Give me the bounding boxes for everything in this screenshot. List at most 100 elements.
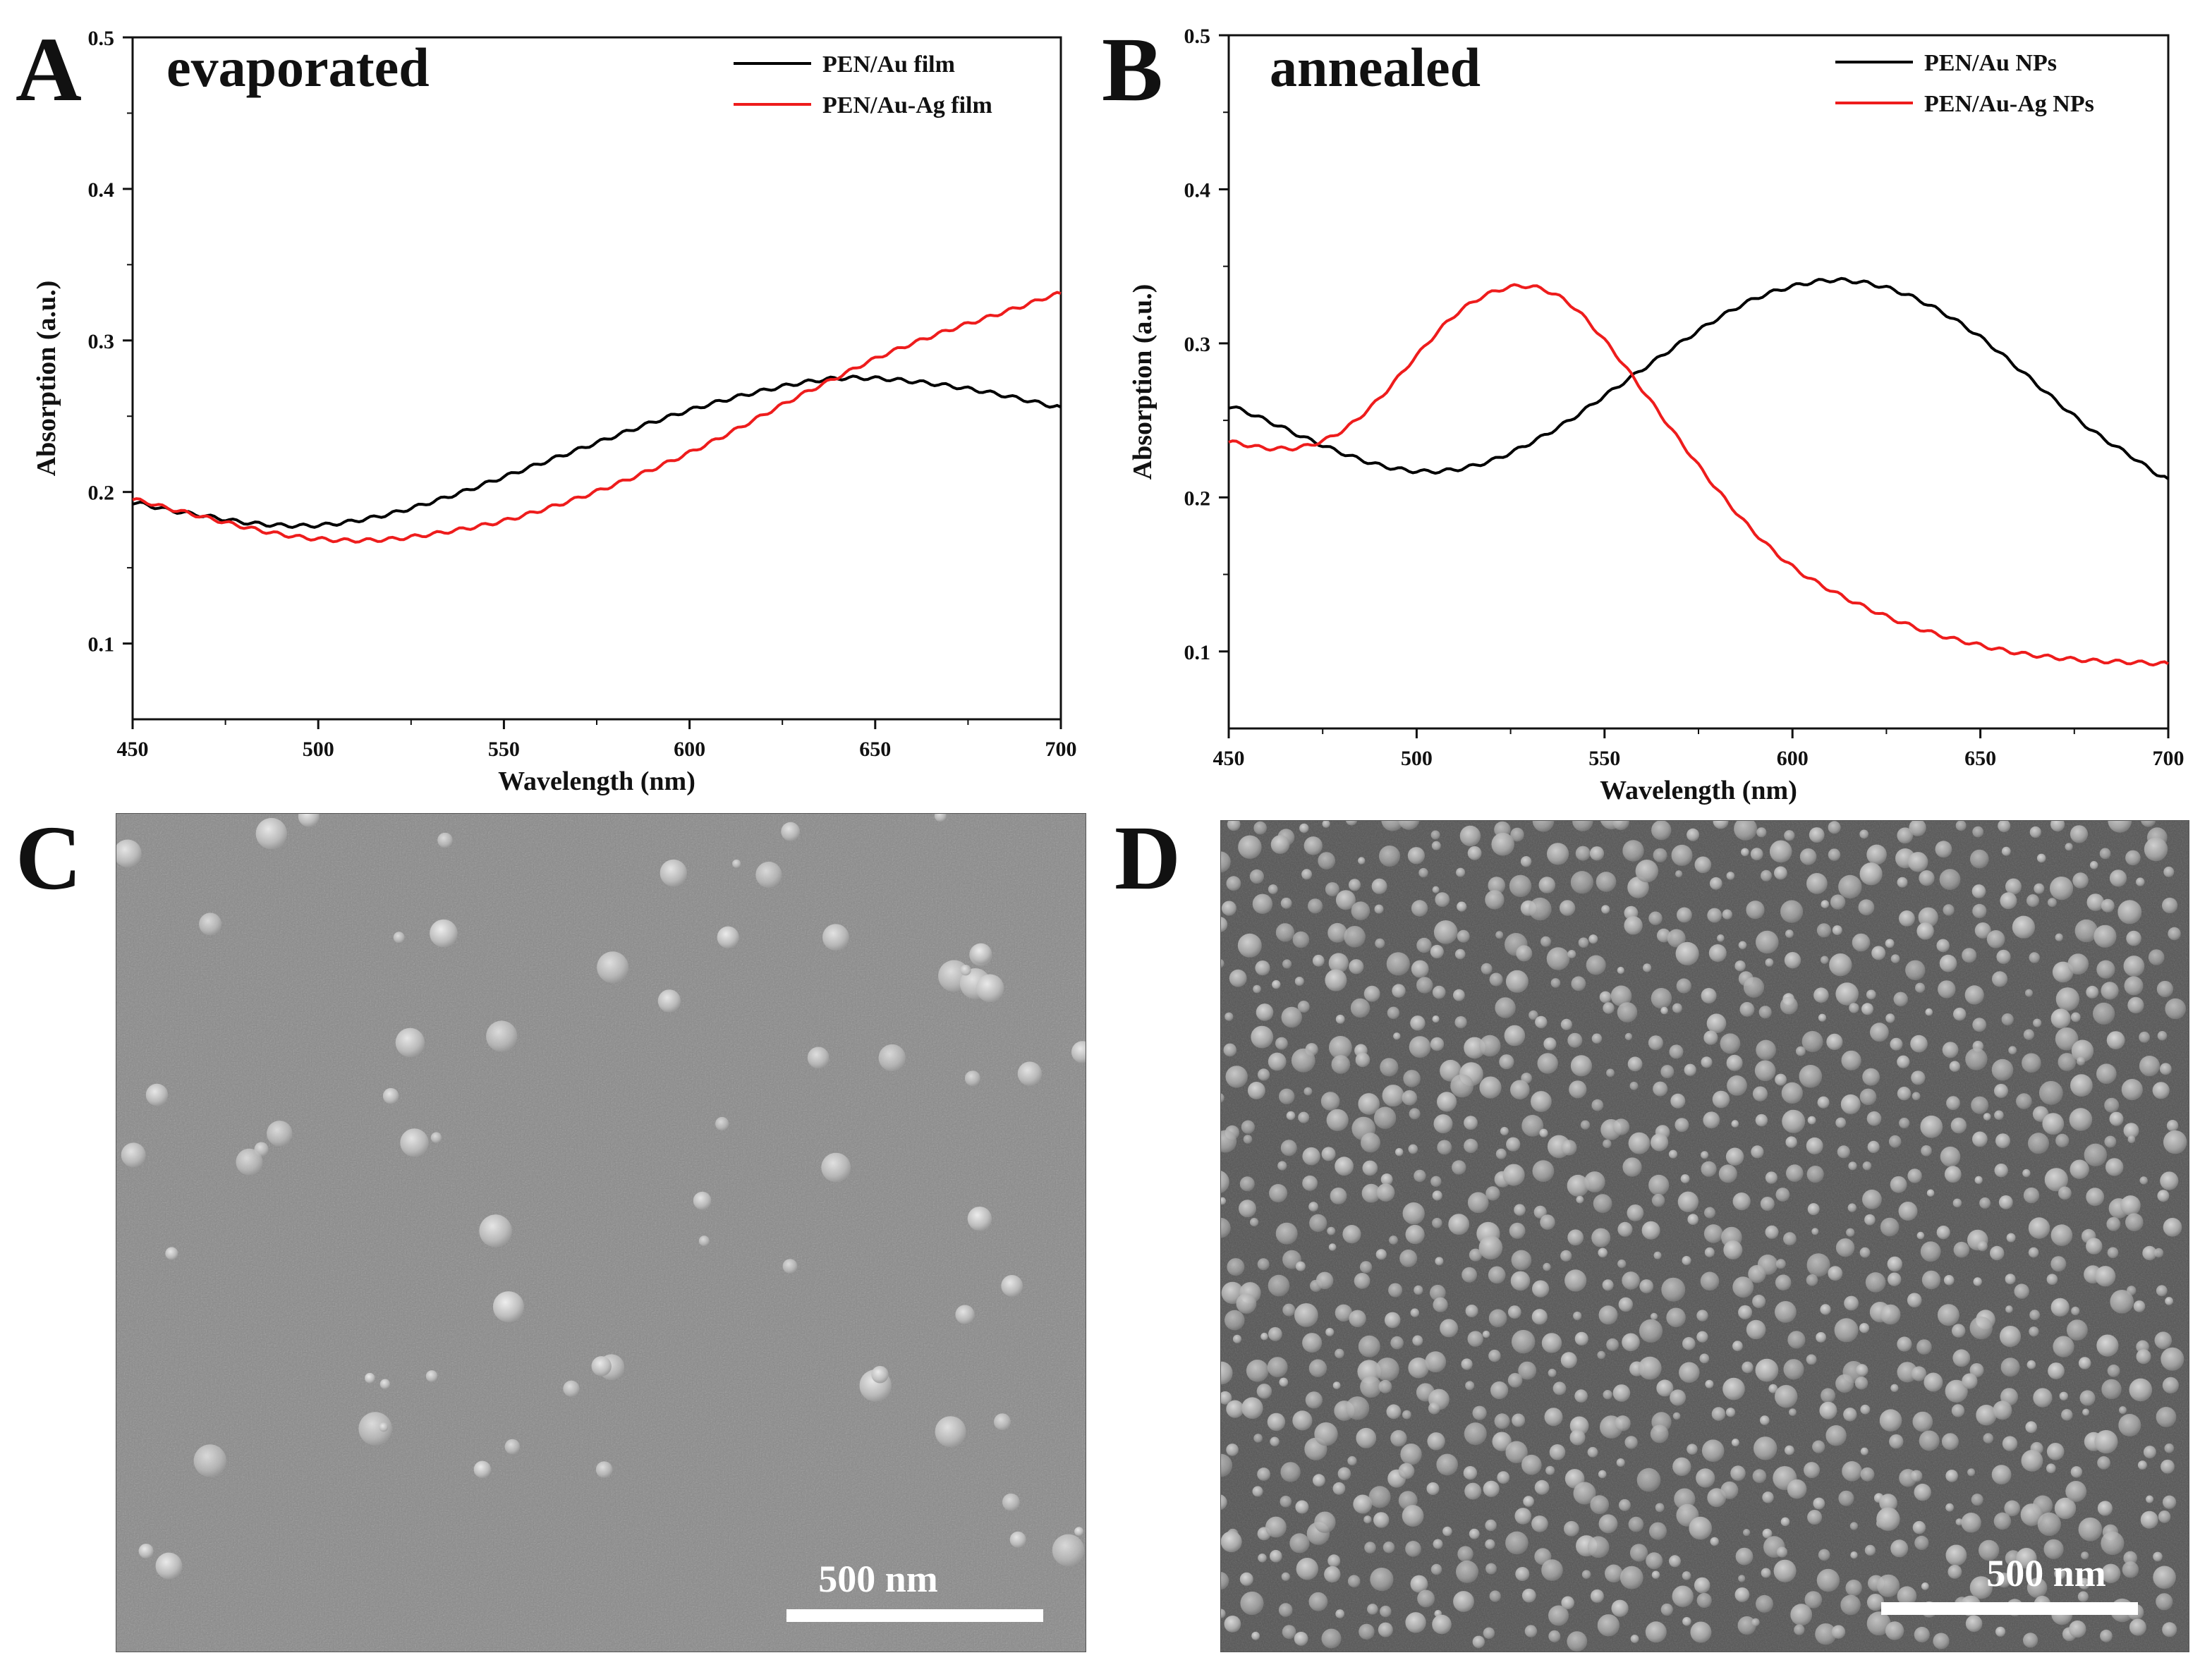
sem-particle: [1813, 1497, 1825, 1510]
sem-particle: [267, 1121, 293, 1147]
sem-particle: [1748, 1264, 1766, 1283]
sem-particle: [1723, 1240, 1743, 1259]
sem-particle: [2078, 1578, 2090, 1589]
sem-particle: [1796, 1046, 1806, 1056]
sem-particle: [715, 1116, 729, 1131]
sem-particle: [1628, 1516, 1644, 1532]
sem-particle: [116, 839, 142, 868]
sem-particle: [1834, 1318, 1859, 1343]
sem-particle: [1330, 1188, 1347, 1204]
sem-particle: [1505, 1531, 1529, 1555]
sem-particle: [660, 859, 687, 887]
sem-particle: [379, 1379, 390, 1389]
sem-particle: [2156, 980, 2173, 998]
sem-particle: [1243, 1135, 1253, 1144]
sem-particle: [1378, 1622, 1393, 1637]
sem-particle: [1622, 1333, 1640, 1352]
sem-particle: [1603, 1002, 1615, 1014]
sem-particle: [1893, 991, 1908, 1006]
sem-particle: [1275, 1222, 1298, 1245]
sem-particle: [1548, 1605, 1569, 1626]
sem-particle: [2069, 1620, 2086, 1638]
sem-particle: [1977, 1241, 1988, 1252]
sem-particle: [2050, 1224, 2073, 1246]
sem-particle: [1548, 1630, 1561, 1642]
sem-particle: [1440, 1319, 1459, 1338]
sem-particle: [1324, 1566, 1341, 1583]
sem-particle: [1806, 1137, 1823, 1154]
sem-particle: [1363, 985, 1380, 1002]
sem-particle: [1998, 821, 2011, 833]
sem-particle: [1325, 969, 1347, 991]
sem-particle: [1746, 901, 1765, 920]
sem-particle: [994, 1413, 1011, 1431]
sem-particle: [1450, 1074, 1474, 1098]
sem-particle: [1738, 1305, 1753, 1319]
sem-particle: [1221, 1494, 1227, 1511]
sem-particle: [2097, 1501, 2113, 1516]
sem-particle: [1653, 1251, 1662, 1259]
sem-particle: [1347, 1456, 1357, 1466]
sem-particle: [1949, 1061, 1960, 1072]
sem-particle: [1605, 1564, 1623, 1583]
sem-particle: [1897, 1087, 1912, 1101]
sem-particle: [1939, 869, 1961, 890]
sem-particle: [1395, 1148, 1404, 1157]
sem-particle: [1905, 960, 1926, 980]
sem-particle: [1786, 1164, 1804, 1182]
sem-particle: [1639, 1279, 1654, 1293]
sem-particle: [1348, 879, 1361, 891]
x-tick-label: 650: [859, 738, 891, 761]
sem-particle: [1722, 1377, 1745, 1401]
sem-particle: [2077, 1591, 2089, 1602]
sem-particle: [1489, 972, 1503, 987]
sem-particle: [1400, 1444, 1422, 1465]
x-tick-label: 500: [1401, 747, 1433, 770]
sem-particle: [1402, 1090, 1418, 1106]
sem-particle: [1515, 1567, 1530, 1581]
sem-particle: [1302, 1147, 1320, 1166]
sem-particle: [2129, 1378, 2153, 1402]
sem-particle: [935, 1416, 966, 1448]
sem-particle: [2000, 1357, 2020, 1377]
sem-particle: [1684, 1063, 1696, 1076]
sem-particle: [2121, 1079, 2143, 1101]
sem-particle: [1677, 1191, 1699, 1212]
sem-particle: [1545, 1465, 1555, 1475]
sem-particle: [1885, 1013, 1895, 1023]
sem-particle: [1890, 1539, 1909, 1558]
sem-particle: [1725, 1408, 1736, 1417]
sem-particle: [1755, 1113, 1768, 1127]
sem-particle: [1829, 953, 1852, 977]
sem-particle: [1433, 1114, 1453, 1134]
sem-particle: [1720, 1033, 1741, 1054]
sem-particle: [2106, 1216, 2121, 1231]
sem-particle: [1335, 1157, 1354, 1176]
sem-particle: [1294, 977, 1304, 986]
sem-particle: [1431, 841, 1441, 850]
sem-particle: [1221, 1217, 1231, 1238]
sem-particle: [1995, 1133, 2010, 1149]
sem-particle: [1584, 1171, 1605, 1192]
sem-particle: [1398, 821, 1420, 830]
sem-particle: [1866, 1111, 1882, 1126]
sem-particle: [1996, 1573, 2012, 1588]
sem-particle: [1241, 1397, 1263, 1419]
sem-particle: [1294, 1303, 1318, 1327]
sem-particle: [1774, 866, 1787, 880]
sem-particle: [591, 1356, 612, 1377]
sem-particle: [1756, 1039, 1776, 1061]
sem-particle: [1398, 1463, 1415, 1479]
sem-particle: [1497, 1471, 1510, 1484]
sem-particle: [1937, 1304, 1959, 1326]
sem-particle: [1370, 1568, 1394, 1592]
sem-particle: [1986, 930, 2005, 948]
sem-particle: [1962, 948, 1977, 963]
sem-particle: [1448, 1214, 1470, 1235]
sem-particle: [1433, 1539, 1443, 1549]
sem-particle: [1700, 1271, 1720, 1291]
sem-particle: [2094, 1429, 2118, 1454]
sem-particle: [1405, 1612, 1426, 1633]
sem-particle: [2106, 1031, 2125, 1049]
sem-particle: [2050, 877, 2074, 901]
